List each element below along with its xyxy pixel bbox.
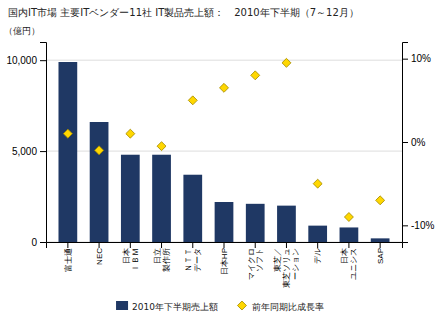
tick: マイクロソフト (247, 242, 265, 280)
tick-label: 日本ユニシス (340, 248, 358, 280)
point (63, 129, 72, 138)
x-axis: 富士通 NEC 日本ＩＢＭ 日立製作所 ＮＴＴデータ 日本HP マイクロソフト東芝／東芝ソリ… (47, 242, 403, 288)
tick-mark (286, 242, 287, 248)
axis-title: （億円） (4, 26, 40, 36)
tick-label: 0% (411, 137, 426, 148)
tick: SAP (376, 242, 385, 264)
y-axis: 0 5,000 10,000 (6, 43, 46, 248)
legend-swatch (237, 301, 246, 310)
tick-label: 10% (411, 53, 431, 64)
tick-mark (317, 242, 318, 248)
tick-label: 日本ＩＢＭ (122, 248, 140, 272)
series (58, 62, 389, 242)
bar (183, 175, 202, 242)
bar (340, 227, 359, 242)
tick-mark (380, 242, 381, 248)
tick: 10,000 (6, 55, 46, 66)
bar (215, 202, 234, 242)
tick-mark (99, 242, 100, 248)
plot: 0 5,000 10,000 -10% 0% 10% （億円） 富士通 NEC 日本ＩＢＭ 日立製作… (4, 26, 434, 288)
legend-item: 前年同期比成長率 (237, 301, 323, 311)
point (376, 196, 385, 205)
tick-label: デル (313, 248, 322, 264)
tick: 日本ＩＢＭ (122, 242, 140, 272)
bar (277, 206, 296, 242)
point (282, 58, 291, 67)
tick-label: ＮＴＴデータ (184, 248, 202, 272)
point (313, 179, 322, 188)
tick-mark (255, 242, 256, 248)
tick: -10% (402, 220, 434, 231)
title: 国内IT市場 主要ITベンダー11社 IT製品売上額： 2010年下半期（7～1… (8, 7, 359, 18)
tick-mark (402, 59, 408, 60)
tick-mark (348, 242, 349, 248)
tick-label: マイクロソフト (247, 248, 265, 280)
tick: 日立製作所 (153, 242, 171, 272)
legend-label: 前年同期比成長率 (252, 302, 324, 312)
tick-label: 東芝／東芝ソリューション (273, 248, 300, 288)
tick-mark (40, 60, 46, 61)
point (95, 146, 104, 155)
tick-mark (40, 242, 46, 243)
legend-item: 2010年下半期売上額 (116, 301, 218, 312)
series (63, 58, 384, 221)
bar (308, 226, 327, 242)
y2-axis: -10% 0% 10% (402, 43, 434, 243)
bar (90, 122, 109, 242)
point (157, 142, 166, 151)
chart: 国内IT市場 主要ITベンダー11社 IT製品売上額： 2010年下半期（7～1… (0, 0, 440, 316)
grid-line (46, 60, 402, 61)
tick: 10% (402, 53, 431, 64)
tick: 5,000 (12, 146, 46, 157)
tick-mark (67, 242, 68, 248)
tick-label: 日立製作所 (153, 248, 171, 272)
tick: 0% (402, 137, 426, 148)
tick: デル (313, 242, 322, 264)
axis-line (403, 43, 409, 243)
tick: 日本ユニシス (340, 242, 358, 280)
point (188, 96, 197, 105)
tick-label: 富士通 (64, 248, 73, 272)
legend-label: 2010年下半期売上額 (132, 302, 218, 312)
tick-label: -10% (411, 220, 434, 231)
tick: 富士通 (64, 242, 73, 272)
tick: 東芝／東芝ソリューション (273, 242, 300, 288)
legend: 2010年下半期売上額 前年同期比成長率 (116, 301, 324, 312)
axis-line (47, 243, 403, 249)
tick-mark (402, 225, 408, 226)
tick: NEC (95, 242, 104, 265)
axis-line (40, 43, 47, 243)
tick: 0 (31, 237, 46, 248)
tick-label: 0 (31, 237, 37, 248)
point (126, 129, 135, 138)
tick-mark (130, 242, 131, 248)
point (251, 71, 260, 80)
legend-swatch (116, 301, 128, 310)
tick-mark (161, 242, 162, 248)
tick-label: 日本HP (220, 248, 229, 275)
grid (46, 60, 402, 242)
tick-mark (192, 242, 193, 248)
point (220, 83, 229, 92)
point (344, 213, 353, 222)
bar (58, 62, 77, 242)
bar (152, 155, 171, 242)
tick-mark (224, 242, 225, 248)
tick-mark (40, 151, 46, 152)
bar (121, 155, 140, 242)
tick: 日本HP (220, 242, 229, 275)
tick-label: 10,000 (6, 55, 37, 66)
bar (246, 204, 265, 242)
tick: ＮＴＴデータ (184, 242, 202, 272)
tick-label: NEC (95, 248, 104, 265)
bar (371, 238, 390, 242)
tick-mark (402, 142, 408, 143)
tick-label: SAP (376, 248, 385, 264)
marks (58, 58, 389, 242)
tick-label: 5,000 (12, 146, 37, 157)
